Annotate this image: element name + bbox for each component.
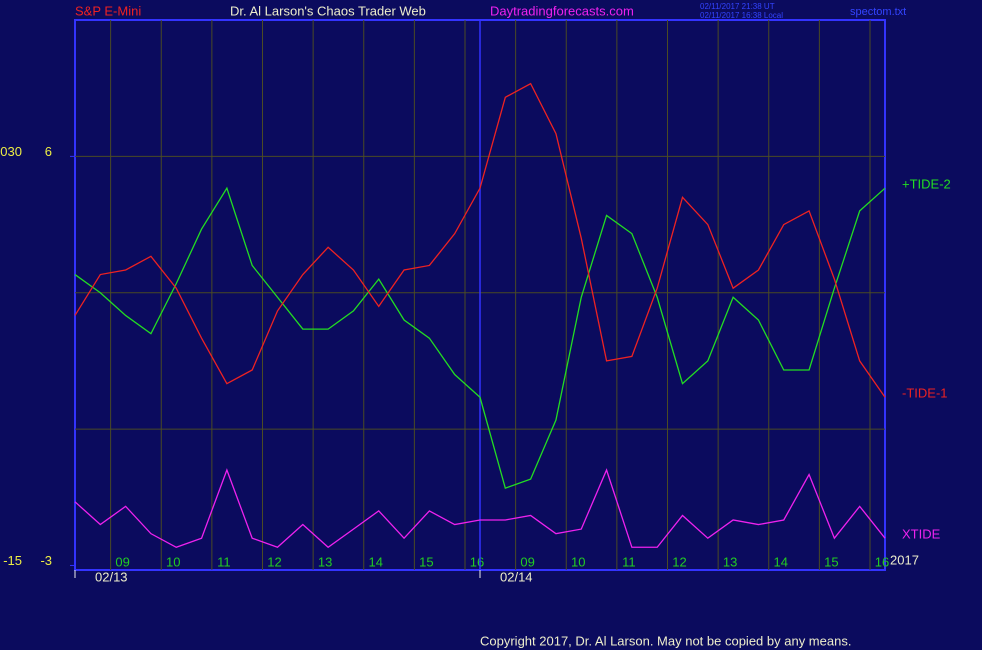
date-label: 02/14 [500, 569, 533, 584]
x-tick-label: 11 [622, 554, 636, 569]
x-tick-label: 15 [419, 554, 433, 569]
x-tick-label: 13 [318, 554, 332, 569]
x-tick-label: 13 [723, 554, 737, 569]
x-tick-label: 09 [520, 554, 534, 569]
series-label: +TIDE-2 [902, 177, 951, 192]
x-tick-label: 16 [470, 554, 484, 569]
x-tick-label: 12 [267, 554, 281, 569]
x-tick-label: 10 [571, 554, 585, 569]
x-tick-label: 16 [875, 554, 889, 569]
x-tick-label: 14 [774, 554, 788, 569]
outer-y-tick-label: 030 [0, 144, 22, 159]
file-name: spectom.txt [850, 6, 906, 18]
series-line [74, 82, 886, 398]
x-tick-label: 10 [166, 554, 180, 569]
author: Dr. Al Larson's Chaos Trader Web [230, 3, 426, 18]
y-tick-label: -3 [40, 553, 52, 568]
series-line [74, 186, 886, 490]
x-tick-label: 14 [369, 554, 383, 569]
time-local: 02/11/2017 16:38 Local [700, 11, 783, 20]
symbol: S&P E-Mini [75, 3, 141, 18]
y-tick-label: 6 [45, 144, 52, 159]
time-ut: 02/11/2017 21:38 UT [700, 2, 775, 11]
copyright: Copyright 2017, Dr. Al Larson. May not b… [480, 633, 851, 648]
date-label: 02/13 [95, 569, 128, 584]
year: 2017 [890, 552, 919, 567]
x-tick-label: 12 [672, 554, 686, 569]
site: Daytradingforecasts.com [490, 3, 634, 18]
x-tick-label: 15 [824, 554, 838, 569]
outer-y-tick-label: -15 [3, 553, 22, 568]
x-tick-label: 11 [217, 554, 231, 569]
series-label: -TIDE-1 [902, 386, 948, 401]
x-tick-label: 09 [115, 554, 129, 569]
series-label: XTIDE [902, 527, 941, 542]
series-line [74, 468, 886, 549]
